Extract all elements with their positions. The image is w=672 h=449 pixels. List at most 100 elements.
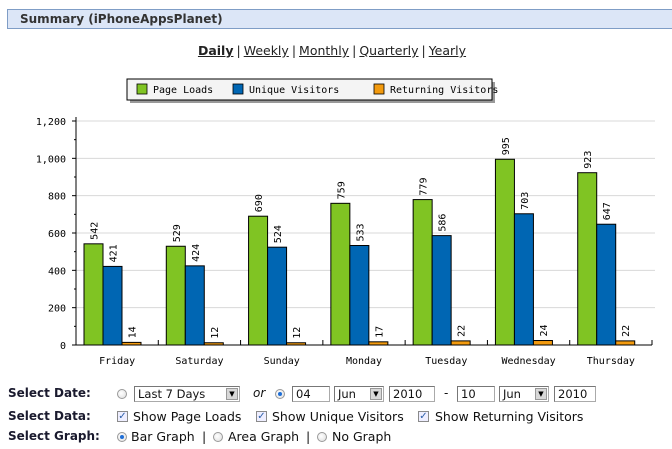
chart-axes: 0 200 400 600 800 1,000 1,200 Friday Saturday Sun… [36, 117, 653, 367]
bar-graph-label: Bar Graph [131, 429, 195, 444]
x-tick-label: Tuesday [425, 356, 467, 367]
data-label: 22 [457, 325, 468, 337]
period-nav: Daily | Weekly | Monthly | Quarterly | Yearly [0, 43, 664, 58]
y-tick-label: 1,000 [36, 154, 66, 165]
data-label: 586 [438, 214, 449, 232]
bar-page-loads [330, 202, 351, 346]
period-separator: | [291, 43, 297, 58]
legend-label-1: Unique Visitors [249, 85, 339, 96]
data-label: 529 [172, 224, 183, 242]
y-tick-label: 200 [48, 304, 66, 315]
chart-bars: 542 421 14 529 424 12 690 524 12 759 533 17 779 586 22… [83, 137, 636, 346]
select-data-label: Select Data: [8, 409, 91, 423]
preset-date-radio[interactable] [117, 389, 127, 399]
bar-page-loads [577, 172, 598, 346]
bar-page-loads [412, 199, 433, 346]
y-tick-label: 600 [48, 229, 66, 240]
graph-separator: | [306, 429, 311, 444]
period-separator: | [421, 43, 426, 58]
y-tick-label: 400 [48, 266, 66, 277]
x-tick-label: Sunday [264, 356, 300, 367]
bar-unique-visitors [184, 265, 205, 346]
graph-separator: | [202, 429, 207, 444]
bar-unique-visitors [596, 223, 617, 346]
date-range-dash: - [444, 386, 449, 400]
data-label: 703 [520, 192, 531, 210]
data-label: 524 [273, 225, 284, 243]
period-yearly-link[interactable]: Yearly [428, 43, 467, 58]
show-page-loads-checkbox[interactable]: ✓ [117, 411, 128, 422]
y-tick-label: 800 [48, 192, 66, 203]
select-graph-label: Select Graph: [8, 429, 100, 443]
x-tick-label: Saturday [175, 356, 223, 367]
to-month-select[interactable]: Jun ▼ [499, 386, 549, 402]
period-separator: | [352, 43, 357, 58]
legend-swatch-1 [232, 83, 244, 95]
show-unique-visitors-checkbox[interactable]: ✓ [256, 411, 267, 422]
show-unique-visitors-label: Show Unique Visitors [272, 409, 404, 424]
from-day-input[interactable]: 04 [292, 386, 330, 402]
bar-returning-visitors [532, 340, 553, 346]
visitor-bar-chart: Page Loads Unique Visitors Returning Visit… [36, 78, 655, 367]
data-label: 12 [210, 327, 221, 339]
legend-label-0: Page Loads [153, 85, 213, 96]
chart-legend: Page Loads Unique Visitors Returning Visit… [126, 78, 498, 103]
legend-swatch-2 [373, 83, 385, 95]
data-label: 14 [128, 326, 139, 338]
no-graph-radio[interactable] [317, 432, 327, 442]
data-label: 647 [602, 202, 613, 220]
legend-swatch-0 [136, 83, 148, 95]
bar-page-loads [83, 243, 104, 346]
period-separator: | [236, 43, 241, 58]
data-label: 17 [374, 326, 385, 338]
show-page-loads-label: Show Page Loads [133, 409, 242, 424]
bar-unique-visitors [513, 213, 534, 346]
bar-unique-visitors [431, 235, 452, 346]
data-label: 923 [583, 151, 594, 169]
show-returning-visitors-checkbox[interactable]: ✓ [418, 411, 429, 422]
bar-page-loads [165, 245, 186, 346]
period-daily-link[interactable]: Daily [197, 43, 234, 58]
data-label: 759 [336, 181, 347, 199]
date-range-radio[interactable] [275, 389, 285, 399]
legend-label-2: Returning Visitors [390, 85, 498, 96]
from-year-input[interactable]: 2010 [389, 386, 435, 402]
from-month-select[interactable]: Jun ▼ [334, 386, 384, 402]
data-label: 424 [191, 244, 202, 262]
y-tick-label: 0 [60, 341, 66, 352]
bar-unique-visitors [102, 265, 123, 346]
area-graph-radio[interactable] [213, 432, 223, 442]
bar-page-loads [248, 215, 269, 346]
bar-unique-visitors [349, 245, 370, 346]
x-tick-label: Thursday [587, 356, 635, 367]
data-label: 995 [501, 137, 512, 155]
or-label: or [253, 386, 266, 400]
bar-page-loads [494, 158, 515, 346]
select-date-label: Select Date: [8, 386, 91, 400]
x-tick-label: Friday [99, 356, 135, 367]
to-year-input[interactable]: 2010 [554, 386, 596, 402]
bar-graph-radio[interactable] [117, 432, 127, 442]
period-quarterly-link[interactable]: Quarterly [359, 43, 419, 58]
data-label: 12 [292, 327, 303, 339]
data-label: 542 [90, 222, 101, 240]
dropdown-arrow-icon: ▼ [535, 388, 547, 400]
period-monthly-link[interactable]: Monthly [299, 43, 350, 58]
preset-date-select[interactable]: Last 7 Days ▼ [134, 386, 240, 402]
area-graph-label: Area Graph [228, 429, 300, 444]
y-tick-label: 1,200 [36, 117, 66, 128]
data-label: 421 [109, 244, 120, 262]
legend-box [126, 78, 493, 101]
data-label: 22 [621, 325, 632, 337]
no-graph-label: No Graph [332, 429, 392, 444]
bar-returning-visitors [450, 340, 471, 346]
data-label: 533 [355, 223, 366, 241]
period-weekly-link[interactable]: Weekly [243, 43, 289, 58]
bar-returning-visitors [615, 340, 636, 346]
dropdown-arrow-icon: ▼ [370, 388, 382, 400]
x-tick-label: Wednesday [501, 356, 555, 367]
summary-header: Summary (iPhoneAppsPlanet) [7, 9, 672, 29]
bar-unique-visitors [267, 246, 288, 346]
to-day-input[interactable]: 10 [457, 386, 495, 402]
data-label: 690 [254, 194, 265, 212]
